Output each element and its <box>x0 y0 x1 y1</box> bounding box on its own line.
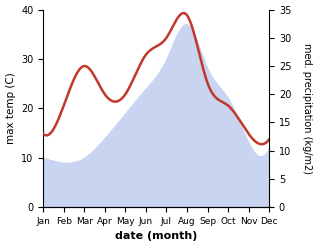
Y-axis label: max temp (C): max temp (C) <box>5 72 16 144</box>
X-axis label: date (month): date (month) <box>115 231 197 242</box>
Y-axis label: med. precipitation (kg/m2): med. precipitation (kg/m2) <box>302 43 313 174</box>
